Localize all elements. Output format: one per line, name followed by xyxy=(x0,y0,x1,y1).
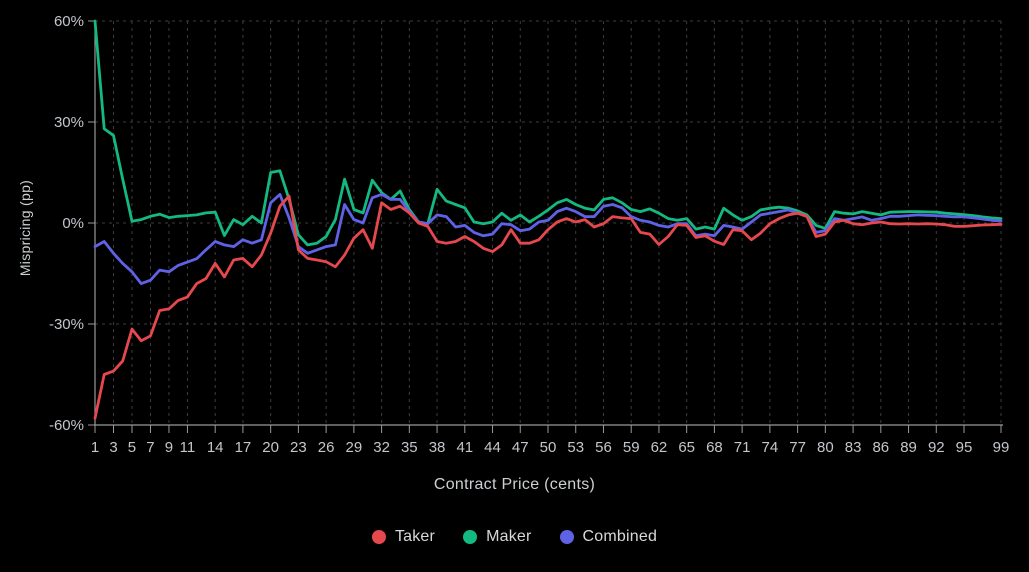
x-tick-label: 62 xyxy=(651,439,668,456)
x-tick-label: 14 xyxy=(207,439,224,456)
x-tick-label: 29 xyxy=(346,439,363,456)
x-tick-label: 80 xyxy=(817,439,834,456)
legend-item-maker[interactable]: Maker xyxy=(463,528,531,546)
x-tick-label: 26 xyxy=(318,439,335,456)
x-tick-label: 77 xyxy=(789,439,806,456)
x-tick-label: 11 xyxy=(180,439,196,456)
x-tick-label: 71 xyxy=(734,439,751,456)
x-tick-label: 7 xyxy=(146,439,154,456)
y-tick-label: -30% xyxy=(49,316,84,333)
x-tick-label: 68 xyxy=(706,439,723,456)
x-tick-label: 47 xyxy=(512,439,529,456)
x-tick-label: 1 xyxy=(91,439,99,456)
x-axis-title: Contract Price (cents) xyxy=(433,476,596,493)
y-tick-label: 0% xyxy=(62,215,84,232)
x-tick-label: 89 xyxy=(900,439,917,456)
x-tick-label: 38 xyxy=(429,439,446,456)
x-tick-label: 59 xyxy=(623,439,640,456)
legend-item-taker[interactable]: Taker xyxy=(371,528,436,546)
x-tick-label: 50 xyxy=(540,439,557,456)
x-tick-label: 23 xyxy=(290,439,307,456)
x-tick-label: 86 xyxy=(872,439,889,456)
x-tick-label: 99 xyxy=(993,439,1010,456)
legend-item-combined[interactable]: Combined xyxy=(559,528,658,546)
x-tick-label: 83 xyxy=(845,439,862,456)
taker-legend-dot xyxy=(371,530,386,544)
y-axis-title: Mispricing (pp) xyxy=(17,179,33,277)
y-tick-label: 30% xyxy=(54,114,84,131)
x-tick-label: 35 xyxy=(401,439,418,456)
x-tick-label: 92 xyxy=(928,439,945,456)
x-tick-label: 53 xyxy=(567,439,584,456)
legend-label: Taker xyxy=(394,528,436,545)
legend: Taker Maker Combined xyxy=(0,528,1029,546)
x-tick-label: 17 xyxy=(235,439,252,456)
x-tick-label: 20 xyxy=(262,439,279,456)
maker-line xyxy=(93,19,1003,247)
maker-legend-dot xyxy=(463,530,478,544)
x-tick-label: 44 xyxy=(484,439,501,456)
legend-label: Combined xyxy=(582,528,658,545)
legend-label: Maker xyxy=(486,528,532,545)
combined-legend-dot xyxy=(559,530,574,544)
x-tick-label: 9 xyxy=(165,439,173,456)
combined-line xyxy=(93,192,1003,286)
y-tick-label: 60% xyxy=(54,13,84,30)
x-tick-label: 5 xyxy=(128,439,136,456)
x-tick-label: 41 xyxy=(456,439,473,456)
x-tick-label: 56 xyxy=(595,439,612,456)
x-tick-label: 65 xyxy=(678,439,695,456)
x-tick-label: 3 xyxy=(109,439,117,456)
x-tick-label: 95 xyxy=(956,439,973,456)
taker-line xyxy=(93,194,1003,420)
x-tick-label: 32 xyxy=(373,439,390,456)
y-tick-label: -60% xyxy=(49,417,84,434)
x-tick-label: 74 xyxy=(762,439,779,456)
